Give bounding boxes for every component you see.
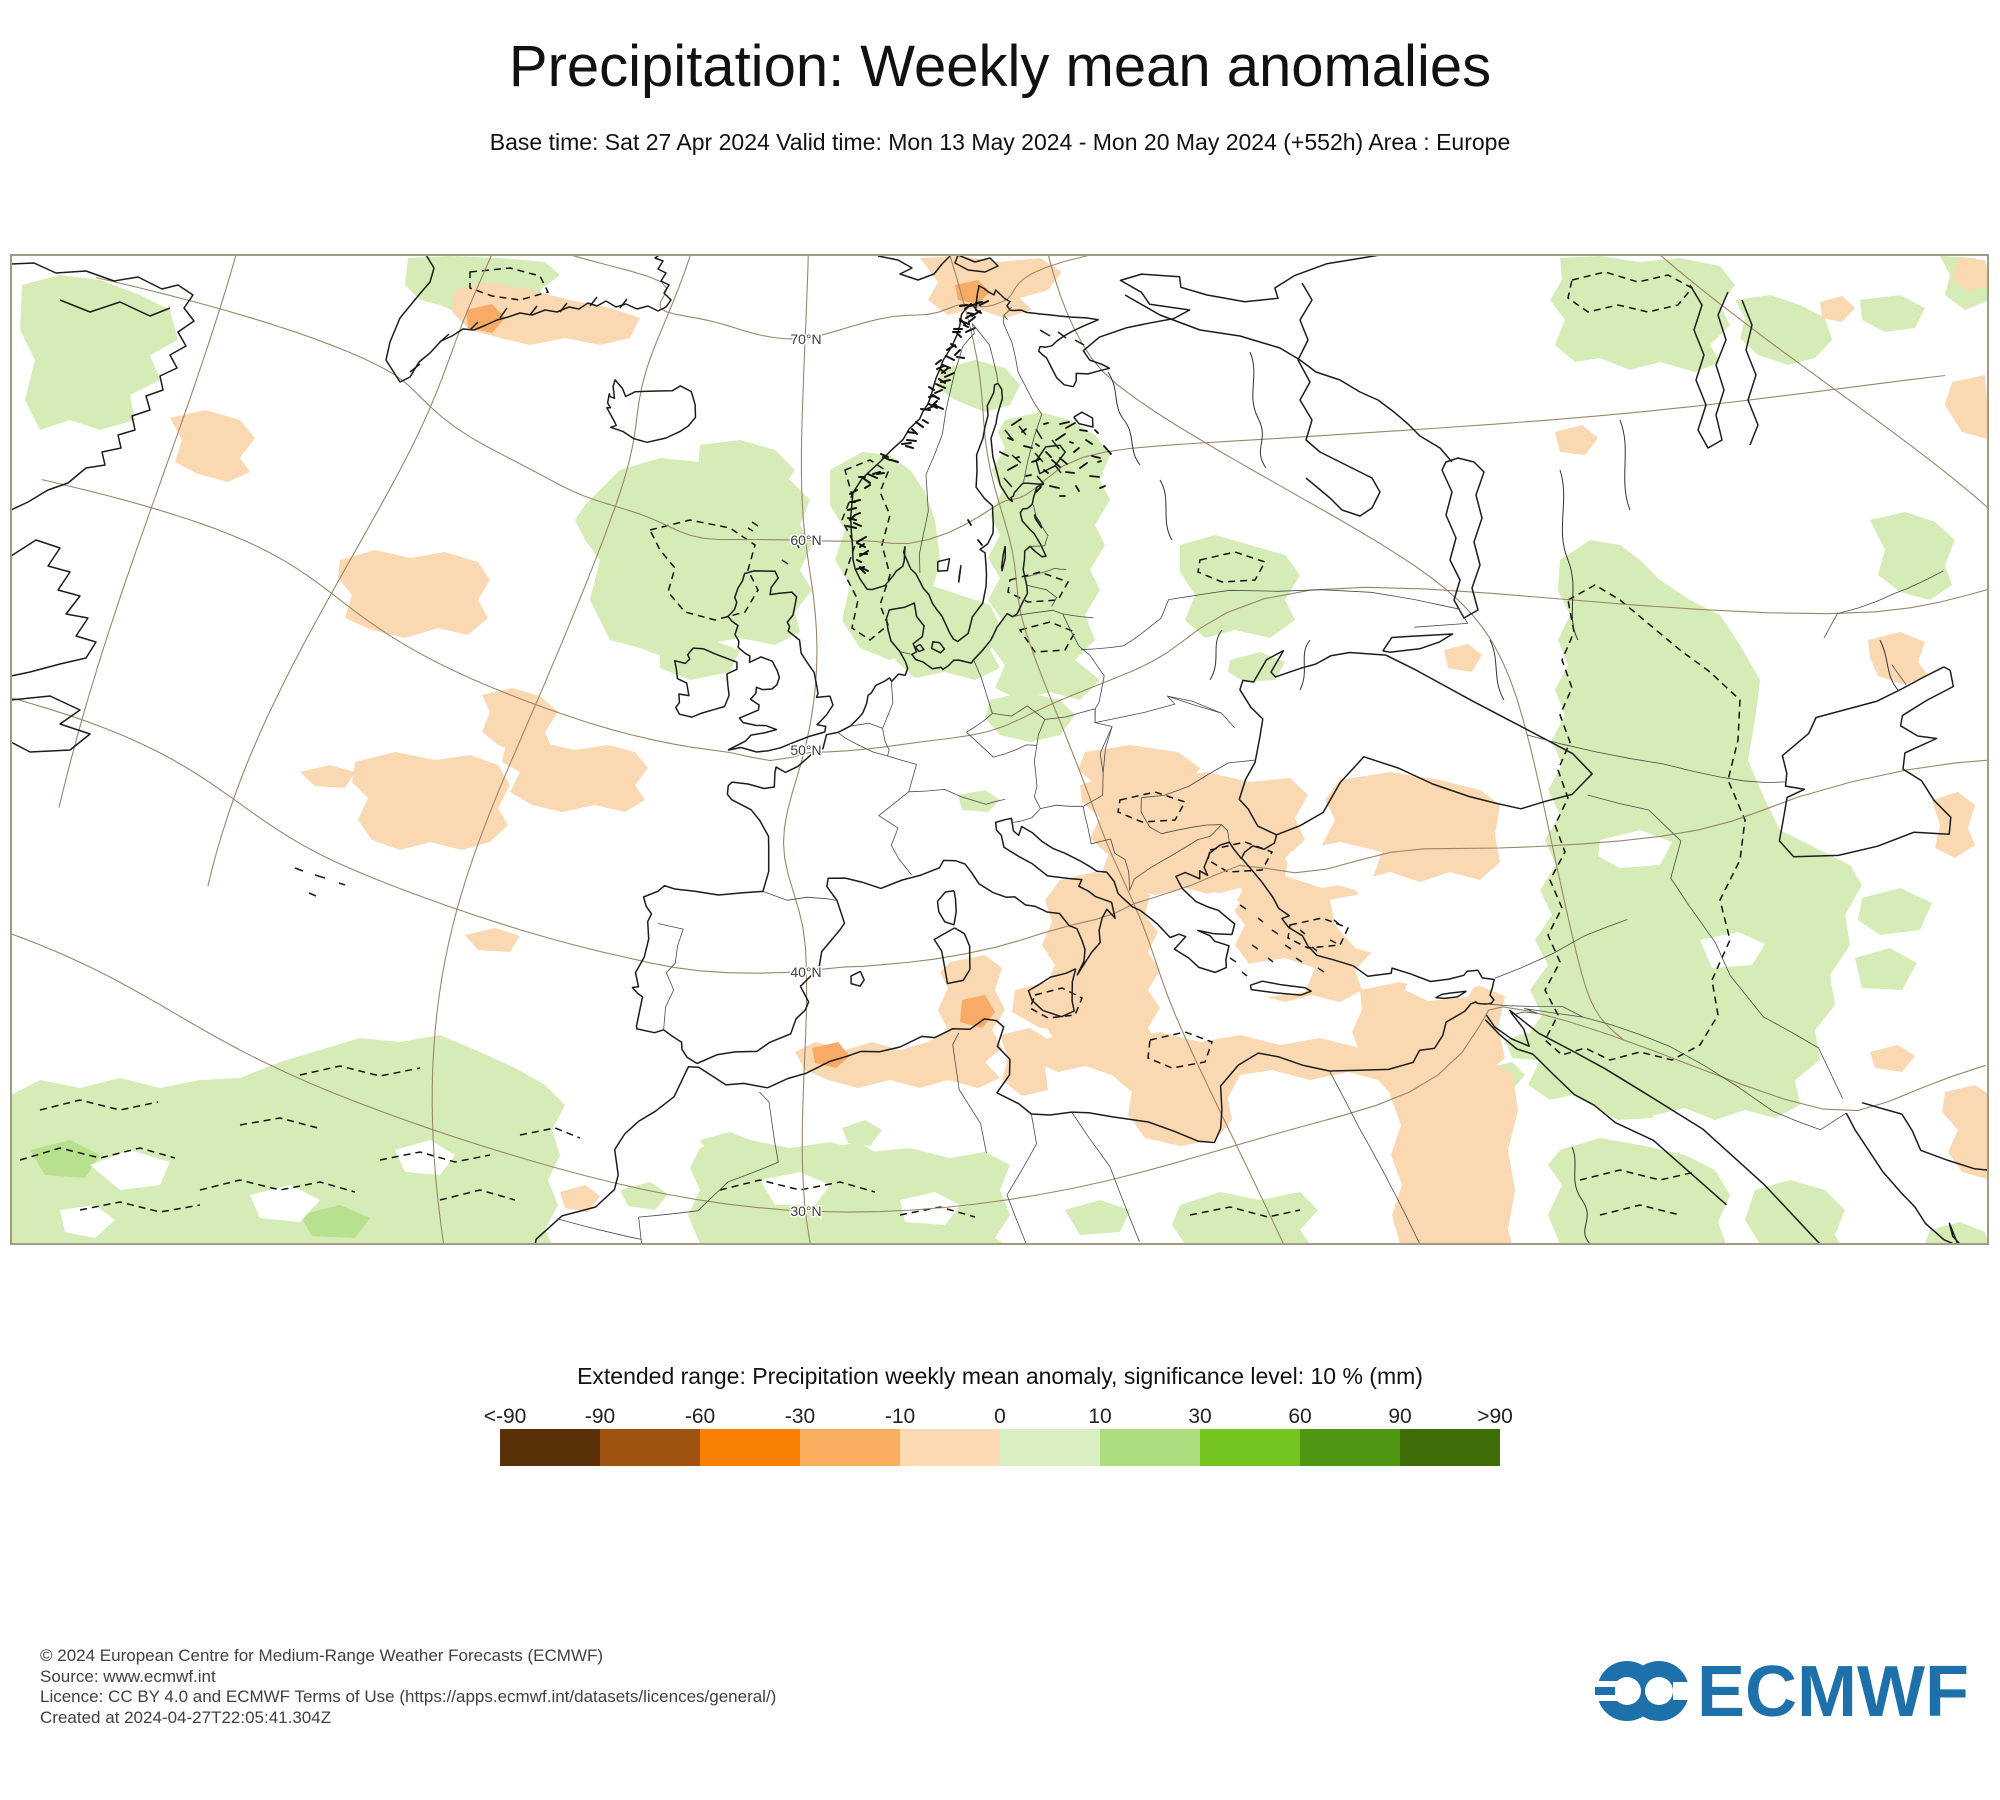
svg-text:30°N: 30°N — [790, 1203, 821, 1219]
svg-text:40°N: 40°N — [790, 964, 821, 980]
svg-text:70°N: 70°N — [790, 331, 821, 347]
svg-text:60°N: 60°N — [790, 532, 821, 548]
svg-text:50°N: 50°N — [790, 742, 821, 758]
svg-text:ECMWF: ECMWF — [1697, 1652, 1969, 1732]
